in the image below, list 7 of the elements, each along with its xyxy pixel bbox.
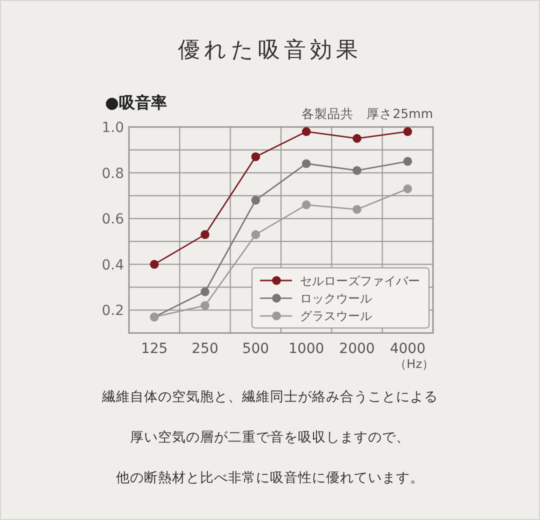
annotation: 繊維自体の空気胞と、繊維同士が絡み合うことによる (102, 389, 438, 405)
subtitle: 各製品共 厚さ25mm (302, 106, 433, 121)
ylabel: ●吸音率 (105, 93, 167, 112)
title: 優れた吸音効果 (178, 38, 362, 63)
annotation: 厚い空気の層が二重で音を吸収しますので、 (130, 430, 410, 446)
xlabel: （Hz） (394, 357, 434, 371)
annotation: 他の断熱材と比べ非常に吸音性に優れています。 (116, 470, 424, 486)
